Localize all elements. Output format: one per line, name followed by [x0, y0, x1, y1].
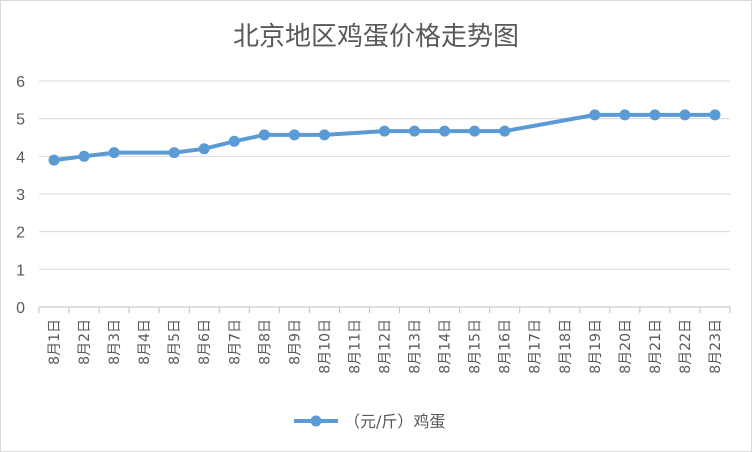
data-point[interactable]	[288, 129, 300, 141]
data-point[interactable]	[679, 109, 691, 121]
x-tick-label: 8月10日	[317, 319, 333, 374]
data-point[interactable]	[469, 125, 481, 137]
data-point[interactable]	[379, 125, 390, 137]
data-point[interactable]	[318, 129, 330, 141]
x-tick-label: 8月7日	[227, 319, 243, 365]
legend[interactable]: （元/斤）鸡蛋	[294, 412, 445, 431]
x-tick-label: 8月8日	[257, 319, 273, 365]
x-tick-label: 8月16日	[498, 319, 514, 374]
series-line	[53, 112, 715, 163]
x-tick-label: 8月12日	[378, 319, 394, 374]
x-tick-label: 8月13日	[408, 319, 424, 374]
data-point[interactable]	[78, 150, 90, 162]
x-tick-label: 8月17日	[528, 319, 544, 374]
data-point[interactable]	[168, 147, 180, 159]
data-point[interactable]	[619, 109, 631, 121]
y-tick-label: 6	[16, 74, 25, 91]
chart-title: 北京地区鸡蛋价格走势图	[233, 22, 519, 52]
data-point[interactable]	[228, 135, 240, 147]
x-tick-label: 8月20日	[618, 319, 634, 374]
gridlines	[39, 80, 730, 308]
x-tick-label: 8月1日	[47, 319, 63, 365]
data-point[interactable]	[48, 154, 60, 166]
y-axis-ticks: 0 1 2 3 4 5 6	[16, 74, 25, 317]
legend-label: （元/斤）鸡蛋	[344, 412, 445, 431]
y-tick-label: 0	[16, 300, 25, 317]
data-point[interactable]	[649, 109, 661, 121]
y-tick-label: 2	[16, 225, 25, 242]
y-tick-label: 3	[16, 187, 25, 204]
data-point[interactable]	[198, 143, 210, 155]
x-tick-label: 8月18日	[558, 319, 574, 374]
x-tick-label: 8月21日	[648, 319, 664, 374]
data-point[interactable]	[589, 109, 601, 121]
data-point[interactable]	[409, 125, 420, 137]
data-point[interactable]	[439, 125, 451, 137]
x-tick-label: 8月14日	[438, 319, 454, 374]
x-tick-label: 8月9日	[287, 319, 303, 365]
data-point[interactable]	[258, 129, 270, 141]
x-tick-label: 8月3日	[107, 319, 123, 365]
x-axis-ticks: 8月1日 8月2日 8月3日 8月4日 8月5日 8月6日 8月7日 8月8日 8月9日 8月10…	[38, 307, 731, 374]
x-tick-label: 8月19日	[588, 319, 604, 374]
data-point[interactable]	[709, 109, 721, 121]
legend-dot-marker	[310, 415, 322, 427]
x-tick-label: 8月4日	[137, 319, 153, 365]
x-tick-label: 8月5日	[167, 319, 183, 365]
x-tick-label: 8月23日	[708, 319, 724, 374]
x-tick-label: 8月15日	[468, 319, 484, 374]
x-tick-label: 8月2日	[77, 319, 93, 365]
y-tick-label: 5	[16, 112, 25, 129]
x-tick-label: 8月22日	[678, 319, 694, 374]
data-point[interactable]	[499, 125, 511, 137]
x-tick-label: 8月11日	[347, 319, 363, 374]
data-point[interactable]	[108, 147, 120, 159]
series-group	[48, 109, 721, 166]
x-tick-label: 8月6日	[197, 319, 213, 365]
y-tick-label: 4	[16, 149, 25, 166]
y-tick-label: 1	[16, 262, 25, 279]
